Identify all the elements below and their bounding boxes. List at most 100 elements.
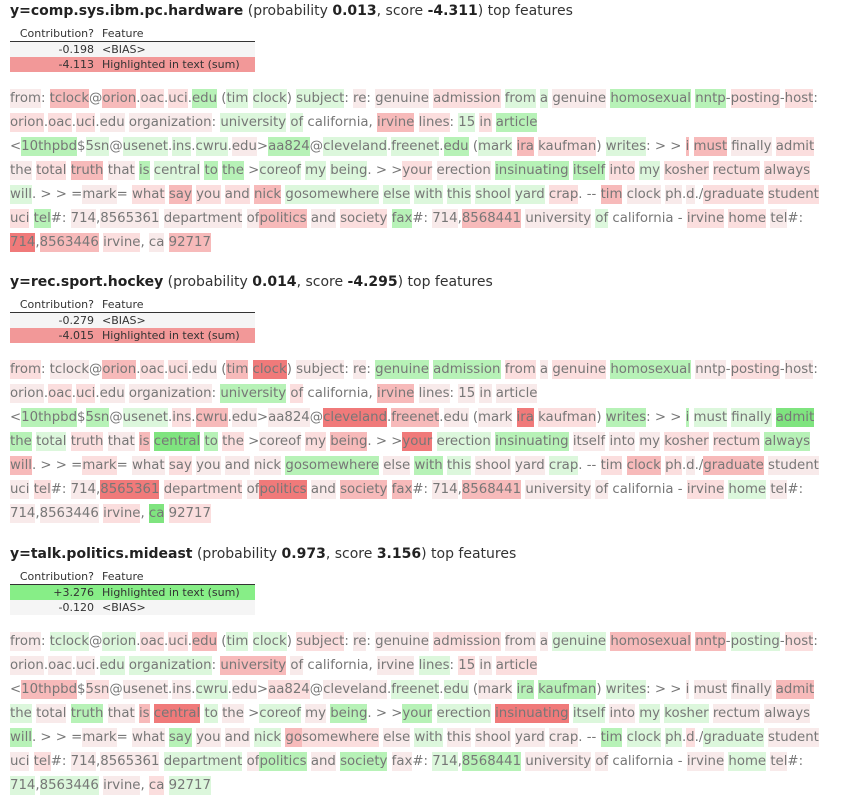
weighted-token: ira — [516, 408, 534, 427]
explanation-page: y=comp.sys.ibm.pc.hardware (probability … — [10, 3, 840, 795]
weighted-token: crap — [548, 185, 579, 204]
feature-name: <BIAS> — [102, 314, 146, 327]
weighted-token: yard — [514, 185, 545, 204]
weighted-token: of — [595, 752, 609, 771]
weighted-token: tim — [226, 360, 249, 379]
weighted-token: yard — [514, 456, 545, 475]
weighted-token: say — [168, 456, 192, 475]
weighted-token: edu — [231, 680, 257, 699]
weighted-token: your — [402, 704, 433, 723]
text-separator: . — [136, 91, 141, 106]
text-separator: #: — [787, 211, 804, 226]
weighted-token: 714 — [70, 480, 97, 499]
weighted-token: nick — [254, 185, 282, 204]
weighted-token: orion — [102, 360, 137, 379]
text-separator: #: — [412, 482, 433, 497]
weighted-token: 5sn — [85, 137, 110, 156]
weighted-token: mark — [82, 185, 117, 204]
weighted-token: will — [10, 728, 32, 747]
weighted-token: irvine — [103, 233, 141, 252]
weighted-token: rectum — [712, 704, 761, 723]
weighted-token: oac — [48, 113, 72, 132]
text-separator: california - — [608, 211, 687, 226]
contribution-value: -0.120 — [58, 601, 94, 614]
text-separator: . — [191, 410, 196, 425]
weighted-token: from — [10, 360, 41, 379]
weighted-token: re — [353, 360, 367, 379]
weighted-token: insinuating — [495, 432, 569, 451]
weighted-token: and — [224, 456, 250, 475]
weighted-token: must — [693, 680, 728, 699]
weighted-token: fax — [391, 752, 413, 771]
text-separator: : — [366, 91, 376, 106]
weighted-token: irvine — [103, 776, 141, 795]
weighted-token: your — [402, 161, 433, 180]
text-separator: , — [96, 211, 101, 226]
weighted-token: the — [10, 704, 32, 723]
weighted-token: what — [131, 456, 165, 475]
weighted-token: uci — [75, 113, 96, 132]
text-separator: : — [449, 658, 459, 673]
weighted-token: subject — [296, 89, 345, 108]
text-separator — [414, 658, 418, 673]
text-separator: . — [95, 115, 100, 130]
weighted-token: must — [693, 408, 728, 427]
weighted-token: insinuating — [495, 704, 569, 723]
text-separator: . — [95, 658, 100, 673]
feature-table-header: Contribution? Feature — [10, 569, 255, 585]
weighted-token: ins — [172, 408, 192, 427]
weighted-token: uci — [75, 656, 96, 675]
weighted-token: edu — [443, 137, 469, 156]
weighted-token: 5sn — [85, 408, 110, 427]
text-separator: - — [725, 634, 731, 649]
weighted-token: rectum — [712, 161, 761, 180]
text-separator: / — [698, 730, 704, 745]
weighted-token: ph — [665, 728, 682, 747]
weighted-token: edu — [231, 137, 257, 156]
weighted-token: homosexual — [610, 89, 691, 108]
weighted-token: clock — [252, 632, 287, 651]
weighted-token: edu — [443, 408, 469, 427]
weighted-token: mark — [478, 408, 513, 427]
weighted-token: nntp — [695, 89, 726, 108]
weighted-token: and — [224, 185, 250, 204]
weighted-token: ph — [665, 456, 682, 475]
text-separator: $ — [77, 410, 86, 425]
score-value: 3.156 — [376, 546, 422, 562]
text-separator: < — [10, 682, 22, 697]
weighted-token: uci — [168, 89, 188, 108]
weighted-token: in — [479, 384, 492, 403]
weighted-token: nick — [254, 728, 282, 747]
class-heading: y=talk.politics.mideast (probability 0.9… — [10, 545, 840, 563]
weighted-token: d — [686, 185, 695, 204]
class-label: y=comp.sys.ibm.pc.hardware — [10, 3, 244, 19]
weighted-token: kosher — [664, 432, 709, 451]
weighted-token: genuine — [552, 89, 607, 108]
text-separator: . — [694, 730, 699, 745]
weighted-token: writes — [605, 137, 647, 156]
weighted-token: that — [107, 432, 135, 451]
text-separator: - — [779, 634, 785, 649]
weighted-token: 15 — [458, 384, 476, 403]
feature-table: Contribution? Feature -0.198 <BIAS> -4.113… — [10, 26, 255, 72]
text-separator — [248, 362, 252, 377]
text-separator: . — [387, 682, 392, 697]
feature-row: -4.015 Highlighted in text (sum) — [10, 328, 255, 343]
weighted-token: freenet — [391, 680, 440, 699]
weighted-token: society — [340, 752, 388, 771]
text-separator: . — [187, 362, 192, 377]
weighted-token: truth — [70, 704, 104, 723]
weighted-token: cleveland — [323, 408, 388, 427]
text-separator: , — [35, 778, 40, 793]
weighted-token: of — [246, 480, 260, 499]
text-separator: . — [71, 115, 76, 130]
text-separator: . — [168, 410, 173, 425]
weighted-token: orion — [10, 656, 44, 675]
weighted-token: clock — [626, 728, 661, 747]
weighted-token: 92717 — [168, 504, 211, 523]
weighted-token: admit — [775, 137, 815, 156]
text-separator — [689, 139, 693, 154]
weighted-token: of — [288, 161, 301, 180]
weighted-token: edu — [191, 632, 218, 651]
weighted-token: cwru — [195, 408, 228, 427]
